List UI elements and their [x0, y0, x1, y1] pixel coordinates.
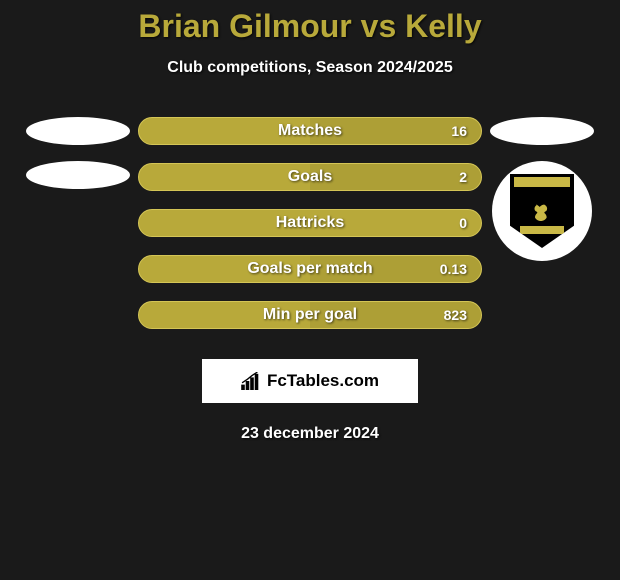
- stat-right-value: 0: [459, 215, 467, 231]
- stat-label: Matches: [278, 122, 342, 140]
- stat-right-value: 823: [444, 307, 467, 323]
- page-title: Brian Gilmour vs Kelly: [0, 8, 620, 45]
- stat-right-value: 2: [459, 169, 467, 185]
- stat-label: Goals per match: [247, 260, 372, 278]
- bar-fill-right: [310, 164, 481, 190]
- stat-right-value: 0.13: [440, 261, 467, 277]
- stat-label: Goals: [288, 168, 332, 186]
- stat-row: Hattricks 0: [138, 209, 482, 237]
- stat-label: Hattricks: [276, 214, 344, 232]
- player-left-column: [18, 117, 138, 189]
- stat-row: Min per goal 823: [138, 301, 482, 329]
- date-text: 23 december 2024: [0, 425, 620, 443]
- player-right-club-badge: [492, 161, 592, 261]
- player-left-avatar: [26, 117, 130, 145]
- brand-box: FcTables.com: [202, 359, 418, 403]
- player-right-avatar: [490, 117, 594, 145]
- stat-label: Min per goal: [263, 306, 357, 324]
- stat-row: Goals per match 0.13: [138, 255, 482, 283]
- brand-text: FcTables.com: [267, 371, 379, 391]
- shield-bottom-banner: [520, 226, 564, 234]
- player-right-column: [482, 117, 602, 261]
- chart-icon: [241, 372, 263, 390]
- stat-row: Matches 16: [138, 117, 482, 145]
- shield-top-banner: [514, 177, 570, 187]
- stats-bars: Matches 16 Goals 2 Hattricks 0: [138, 117, 482, 329]
- stat-right-value: 16: [451, 123, 467, 139]
- stat-row: Goals 2: [138, 163, 482, 191]
- comparison-layout: Matches 16 Goals 2 Hattricks 0: [0, 117, 620, 329]
- shield-icon: [510, 174, 574, 248]
- player-left-club-placeholder: [26, 161, 130, 189]
- subtitle: Club competitions, Season 2024/2025: [0, 59, 620, 77]
- lion-icon: [528, 200, 556, 228]
